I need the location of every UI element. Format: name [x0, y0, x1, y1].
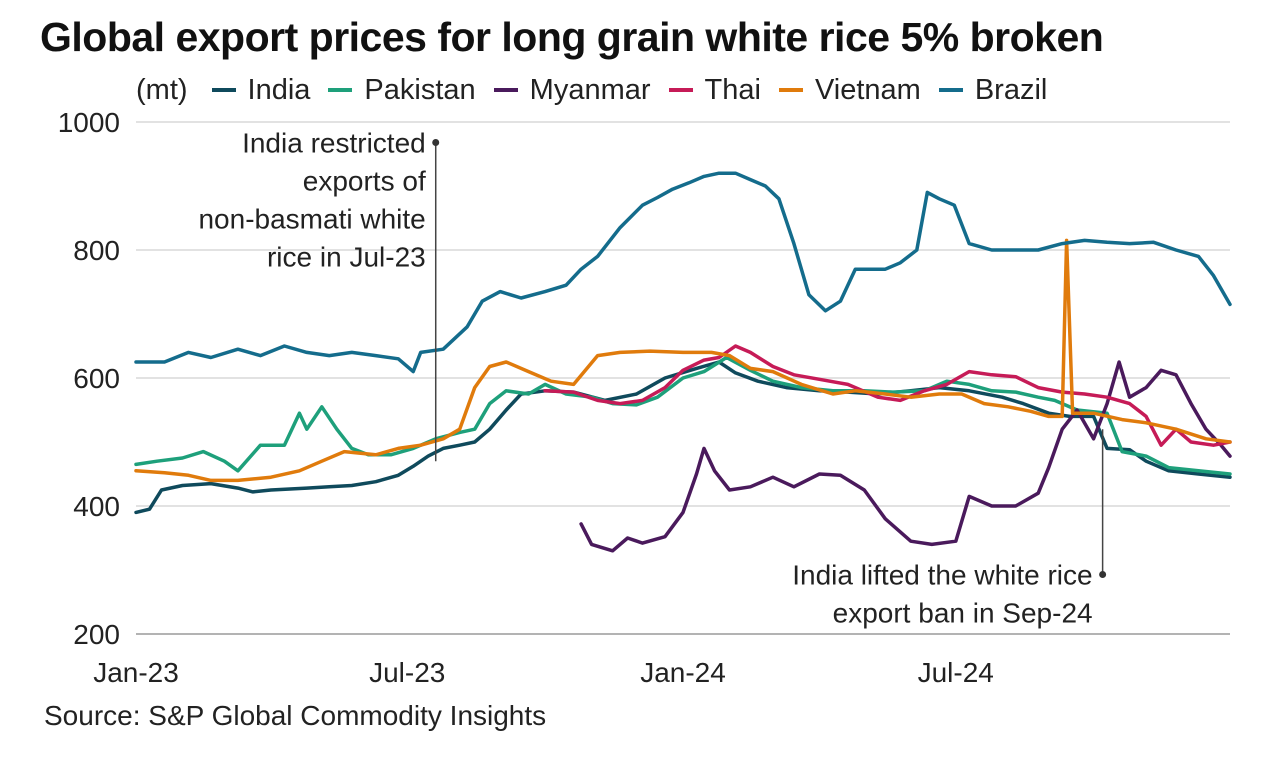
legend-label: Vietnam: [814, 73, 921, 106]
series-line-myanmar: [579, 360, 1232, 553]
annotation-dot: [432, 138, 440, 146]
series-line-thai: [543, 344, 1232, 447]
chart-legend: (mt) India Pakistan Myanmar Thai Vietnam Braz…: [136, 72, 1065, 108]
legend-item-pakistan: Pakistan: [328, 73, 476, 107]
x-tick-label: Jul-24: [918, 657, 994, 688]
annotations: India restricted exports of non-basmati wh…: [198, 127, 1107, 628]
unit-label: (mt): [136, 73, 188, 106]
y-tick-label: 800: [73, 235, 120, 266]
y-axis-ticks: 200 400 600 800 1000: [58, 107, 120, 650]
x-tick-label: Jan-23: [93, 657, 179, 688]
y-tick-label: 200: [73, 619, 120, 650]
legend-label: Pakistan: [364, 73, 476, 106]
series-line-vietnam: [134, 238, 1232, 483]
series-line-brazil: [134, 171, 1232, 374]
annotation-text: rice in Jul-23: [267, 241, 426, 272]
legend-swatch: [211, 88, 236, 92]
legend-swatch: [938, 88, 963, 92]
legend-label: India: [247, 73, 311, 106]
source-note: Source: S&P Global Commodity Insights: [44, 700, 547, 731]
legend-item-thai: Thai: [668, 73, 761, 107]
annotation-text: exports of: [303, 165, 426, 196]
annotation-text: India restricted: [242, 127, 426, 158]
annotation-text: export ban in Sep-24: [833, 597, 1093, 628]
line-chart: 200 400 600 800 1000 Jan-23 Jul-23 Jan-24 Jul-2…: [58, 107, 1232, 688]
series-lines: [134, 171, 1232, 553]
legend-label: Thai: [704, 73, 761, 106]
legend-swatch: [328, 88, 353, 92]
annotation-text: non-basmati white: [198, 203, 425, 234]
legend-item-vietnam: Vietnam: [778, 73, 921, 107]
legend-item-myanmar: Myanmar: [493, 73, 651, 107]
annotation-dot: [1099, 570, 1107, 578]
annotation-text: India lifted the white rice: [792, 559, 1092, 590]
x-tick-label: Jan-24: [640, 657, 726, 688]
x-axis-ticks: Jan-23 Jul-23 Jan-24 Jul-24: [93, 657, 994, 688]
legend-label: Myanmar: [529, 73, 651, 106]
legend-item-india: India: [211, 73, 311, 107]
series-line-india: [134, 360, 1232, 515]
y-tick-label: 600: [73, 363, 120, 394]
x-tick-label: Jul-23: [369, 657, 445, 688]
legend-swatch: [668, 88, 693, 92]
chart-title: Global export prices for long grain whit…: [40, 14, 1104, 60]
y-tick-label: 400: [73, 491, 120, 522]
legend-swatch: [778, 88, 803, 92]
legend-item-brazil: Brazil: [938, 73, 1048, 107]
legend-label: Brazil: [974, 73, 1048, 106]
legend-swatch: [493, 88, 518, 92]
y-tick-label: 1000: [58, 107, 120, 138]
